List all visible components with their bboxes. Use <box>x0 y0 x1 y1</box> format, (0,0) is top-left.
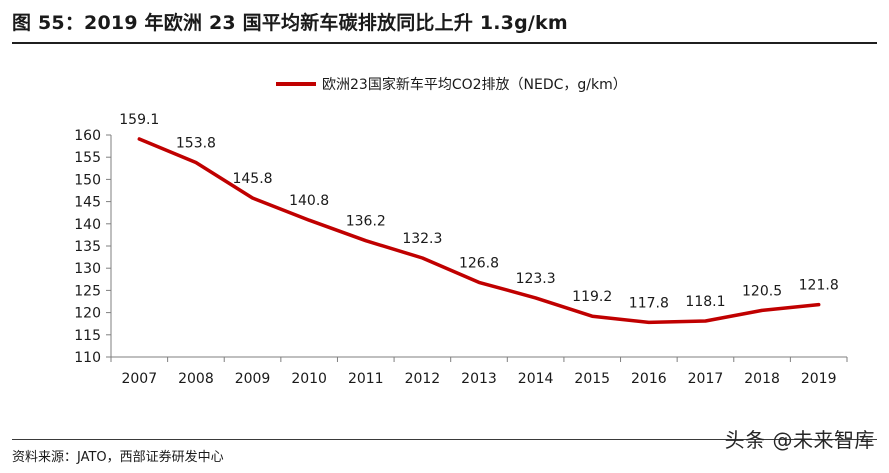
y-tick-label: 130 <box>74 261 101 277</box>
data-label: 145.8 <box>232 171 272 187</box>
data-label: 123.3 <box>516 271 556 287</box>
data-label: 119.2 <box>572 289 612 305</box>
footer-rule <box>12 439 877 440</box>
data-label: 126.8 <box>459 255 499 271</box>
x-tick-label: 2017 <box>688 371 724 387</box>
y-tick-label: 140 <box>74 217 101 233</box>
data-label: 153.8 <box>176 136 216 152</box>
y-tick-label: 125 <box>74 283 101 299</box>
x-tick-label: 2014 <box>518 371 554 387</box>
data-label: 120.5 <box>742 283 782 299</box>
y-tick-label: 160 <box>74 128 101 144</box>
y-tick-label: 115 <box>74 328 101 344</box>
series-marks: 159.1 153.8 145.8 140.8 136.2 132.3 126.8 123.3… <box>119 112 839 325</box>
line-chart: 欧洲23国家新车平均CO2排放（NEDC，g/km） 1101151201251… <box>74 76 848 387</box>
data-label: 121.8 <box>799 278 839 294</box>
y-tick-label: 135 <box>74 239 101 255</box>
x-tick-label: 2015 <box>574 371 610 387</box>
data-label: 159.1 <box>119 112 159 128</box>
y-tick-label: 110 <box>74 350 101 366</box>
data-label: 140.8 <box>289 193 329 209</box>
x-tick-label: 2018 <box>744 371 780 387</box>
legend: 欧洲23国家新车平均CO2排放（NEDC，g/km） <box>276 76 627 93</box>
x-tick-label: 2011 <box>348 371 384 387</box>
x-tick-label: 2007 <box>121 371 157 387</box>
data-label: 132.3 <box>402 231 442 247</box>
y-tick-label: 150 <box>74 172 101 188</box>
y-tick-label: 145 <box>74 195 101 211</box>
watermark: 头条 @未来智库 <box>724 428 875 452</box>
source-note: 资料来源：JATO，西部证券研发中心 <box>12 450 224 465</box>
axes: 110 115 120 125 130 135 140 145 150 155 160 2007 200… <box>74 128 848 387</box>
data-label: 117.8 <box>629 295 669 311</box>
y-tick-label: 120 <box>74 306 101 322</box>
data-label: 136.2 <box>346 214 386 230</box>
legend-label: 欧洲23国家新车平均CO2排放（NEDC，g/km） <box>322 76 627 93</box>
y-tick-label: 155 <box>74 150 101 166</box>
title-rule <box>12 42 877 44</box>
x-tick-label: 2010 <box>291 371 327 387</box>
x-tick-label: 2013 <box>461 371 497 387</box>
x-tick-label: 2019 <box>801 371 837 387</box>
x-tick-label: 2016 <box>631 371 667 387</box>
figure-title: 图 55：2019 年欧洲 23 国平均新车碳排放同比上升 1.3g/km <box>12 12 568 34</box>
data-label: 118.1 <box>685 294 725 310</box>
series-line <box>137 137 821 325</box>
x-tick-label: 2009 <box>235 371 271 387</box>
x-tick-label: 2012 <box>405 371 441 387</box>
x-tick-label: 2008 <box>178 371 214 387</box>
